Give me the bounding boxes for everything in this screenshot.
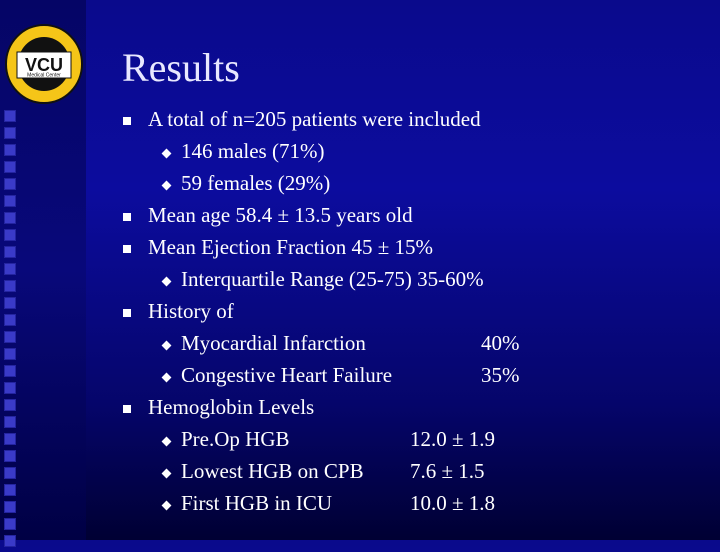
slide-title: Results: [122, 45, 240, 90]
diamond-bullet-icon: [161, 148, 172, 159]
value-first-hgb-icu: 10.0 ± 1.8: [410, 491, 496, 515]
bullet-icon: [123, 309, 131, 317]
logo-sub-text: Medical Center: [27, 73, 61, 79]
diamond-bullet-icon: [161, 372, 172, 383]
line-hemoglobin-levels: Hemoglobin Levels: [148, 395, 315, 419]
vcu-logo: VCU Medical Center: [3, 22, 85, 106]
decorative-squares: [4, 110, 18, 552]
diamond-bullet-icon: [161, 276, 172, 287]
diamond-bullet-icon: [161, 340, 172, 351]
diamond-bullet-icon: [161, 468, 172, 479]
line-ejection-fraction: Mean Ejection Fraction 45 ± 15%: [148, 235, 434, 259]
diamond-bullet-icon: [161, 500, 172, 511]
bullet-icon: [123, 245, 131, 253]
value-myocardial-infarction: 40%: [481, 331, 520, 355]
value-preop-hgb: 12.0 ± 1.9: [410, 427, 496, 451]
line-first-hgb-icu: First HGB in ICU: [181, 491, 333, 515]
value-congestive-heart-failure: 35%: [481, 363, 520, 387]
value-lowest-hgb-cpb: 7.6 ± 1.5: [410, 459, 485, 483]
line-preop-hgb: Pre.Op HGB: [181, 427, 290, 451]
line-history-of: History of: [148, 299, 234, 323]
diamond-bullet-icon: [161, 436, 172, 447]
line-myocardial-infarction: Myocardial Infarction: [181, 331, 366, 355]
line-interquartile-range: Interquartile Range (25-75) 35-60%: [181, 267, 484, 291]
bullet-icon: [123, 213, 131, 221]
line-females: 59 females (29%): [181, 171, 331, 195]
bullet-icon: [123, 117, 131, 125]
logo-main-text: VCU: [25, 55, 63, 75]
line-congestive-heart-failure: Congestive Heart Failure: [181, 363, 393, 387]
bullet-icon: [123, 405, 131, 413]
diamond-bullet-icon: [161, 180, 172, 191]
line-total-patients: A total of n=205 patients were included: [148, 107, 481, 131]
line-lowest-hgb-cpb: Lowest HGB on CPB: [181, 459, 364, 483]
line-males: 146 males (71%): [181, 139, 325, 163]
line-mean-age: Mean age 58.4 ± 13.5 years old: [148, 203, 413, 227]
